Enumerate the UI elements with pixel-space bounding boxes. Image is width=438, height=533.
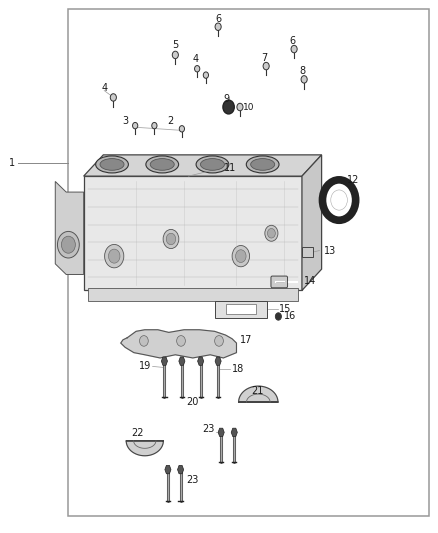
Circle shape (291, 45, 297, 53)
Polygon shape (179, 357, 185, 365)
Ellipse shape (246, 156, 279, 173)
Text: 6: 6 (215, 14, 221, 24)
Text: 15: 15 (279, 304, 292, 314)
Circle shape (57, 231, 79, 258)
Ellipse shape (100, 159, 124, 170)
Text: 1: 1 (10, 158, 16, 168)
Circle shape (268, 229, 276, 238)
Circle shape (265, 225, 278, 241)
Text: 7: 7 (261, 53, 268, 62)
Bar (302, 247, 313, 257)
Ellipse shape (146, 156, 179, 173)
Ellipse shape (196, 156, 229, 173)
Text: 18: 18 (232, 364, 244, 374)
Text: 23: 23 (202, 424, 215, 434)
Text: 3: 3 (122, 116, 128, 126)
Text: 20: 20 (187, 397, 199, 407)
Text: 21: 21 (251, 386, 263, 397)
Polygon shape (231, 428, 237, 437)
Bar (88, 288, 297, 301)
Text: 16: 16 (284, 311, 296, 321)
Circle shape (177, 336, 185, 346)
Polygon shape (177, 465, 184, 474)
Circle shape (331, 190, 347, 210)
Text: 13: 13 (324, 246, 336, 255)
Polygon shape (55, 181, 84, 274)
Polygon shape (215, 357, 221, 365)
Polygon shape (165, 465, 171, 474)
Circle shape (152, 123, 157, 129)
Ellipse shape (201, 159, 224, 170)
Circle shape (276, 313, 282, 320)
Circle shape (110, 94, 117, 101)
Polygon shape (239, 386, 278, 402)
Circle shape (61, 236, 75, 253)
Ellipse shape (251, 159, 275, 170)
Polygon shape (198, 357, 204, 365)
Polygon shape (218, 428, 224, 437)
Text: 23: 23 (186, 475, 198, 485)
Bar (226, 304, 256, 314)
Text: 6: 6 (289, 36, 295, 46)
Circle shape (301, 76, 307, 83)
Circle shape (237, 103, 243, 111)
Text: 8: 8 (300, 66, 306, 76)
Text: 19: 19 (139, 361, 151, 372)
Circle shape (140, 336, 148, 346)
Bar (68, 9, 428, 516)
Text: 22: 22 (132, 428, 144, 438)
Text: 9: 9 (224, 93, 230, 103)
Polygon shape (84, 155, 321, 176)
Circle shape (263, 62, 269, 70)
FancyBboxPatch shape (271, 276, 288, 288)
Circle shape (172, 51, 178, 59)
Circle shape (163, 229, 179, 248)
Circle shape (194, 66, 200, 72)
Text: 2: 2 (167, 116, 173, 126)
Circle shape (322, 180, 356, 220)
Text: 5: 5 (172, 40, 178, 50)
Text: 17: 17 (240, 335, 252, 345)
Circle shape (203, 72, 208, 78)
Text: 4: 4 (192, 54, 198, 63)
Circle shape (133, 123, 138, 129)
Circle shape (215, 336, 223, 346)
Text: 10: 10 (244, 102, 255, 111)
Circle shape (166, 233, 176, 245)
Bar (215, 301, 267, 318)
Text: 11: 11 (224, 163, 236, 173)
Circle shape (236, 250, 246, 263)
Circle shape (105, 245, 124, 268)
Text: 12: 12 (346, 175, 359, 185)
Circle shape (109, 249, 120, 263)
Text: 14: 14 (304, 277, 316, 286)
Bar (84, 176, 302, 290)
Ellipse shape (150, 159, 174, 170)
Polygon shape (302, 155, 321, 290)
Polygon shape (161, 357, 167, 365)
Ellipse shape (95, 156, 128, 173)
Text: 4: 4 (101, 83, 107, 93)
Polygon shape (126, 441, 163, 456)
Circle shape (179, 126, 184, 132)
Polygon shape (121, 330, 237, 358)
Circle shape (232, 246, 250, 266)
Circle shape (215, 23, 221, 30)
Circle shape (223, 100, 234, 114)
